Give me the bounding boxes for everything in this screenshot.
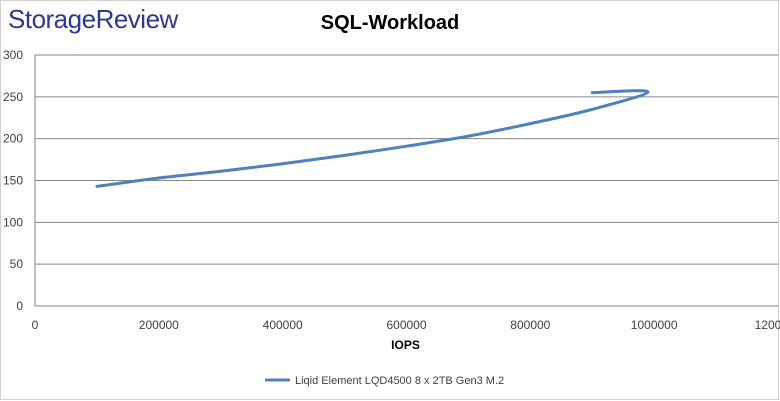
- y-tick-label: 250: [3, 90, 23, 104]
- x-tick-label: 600000: [386, 318, 426, 332]
- y-tick-label: 0: [16, 299, 23, 313]
- y-tick-label: 150: [3, 174, 23, 188]
- x-axis-title: IOPS: [391, 338, 420, 352]
- chart-title: SQL-Workload: [320, 12, 460, 34]
- x-tick-label: 1200000: [755, 318, 780, 332]
- y-tick-label: 100: [3, 215, 23, 229]
- x-tick-label: 0: [32, 318, 39, 332]
- x-tick-label: 1000000: [631, 318, 678, 332]
- legend-label-0: Liqid Element LQD4500 8 x 2TB Gen3 M.2: [295, 375, 504, 387]
- y-tick-label: 50: [10, 257, 24, 271]
- x-tick-label: 400000: [263, 318, 303, 332]
- series-line-0: [95, 89, 650, 188]
- x-tick-label: 800000: [510, 318, 550, 332]
- storagereview-logo: StorageReview: [8, 4, 178, 34]
- y-tick-label: 300: [3, 48, 23, 62]
- y-tick-label: 200: [3, 132, 23, 146]
- x-tick-label: 200000: [139, 318, 179, 332]
